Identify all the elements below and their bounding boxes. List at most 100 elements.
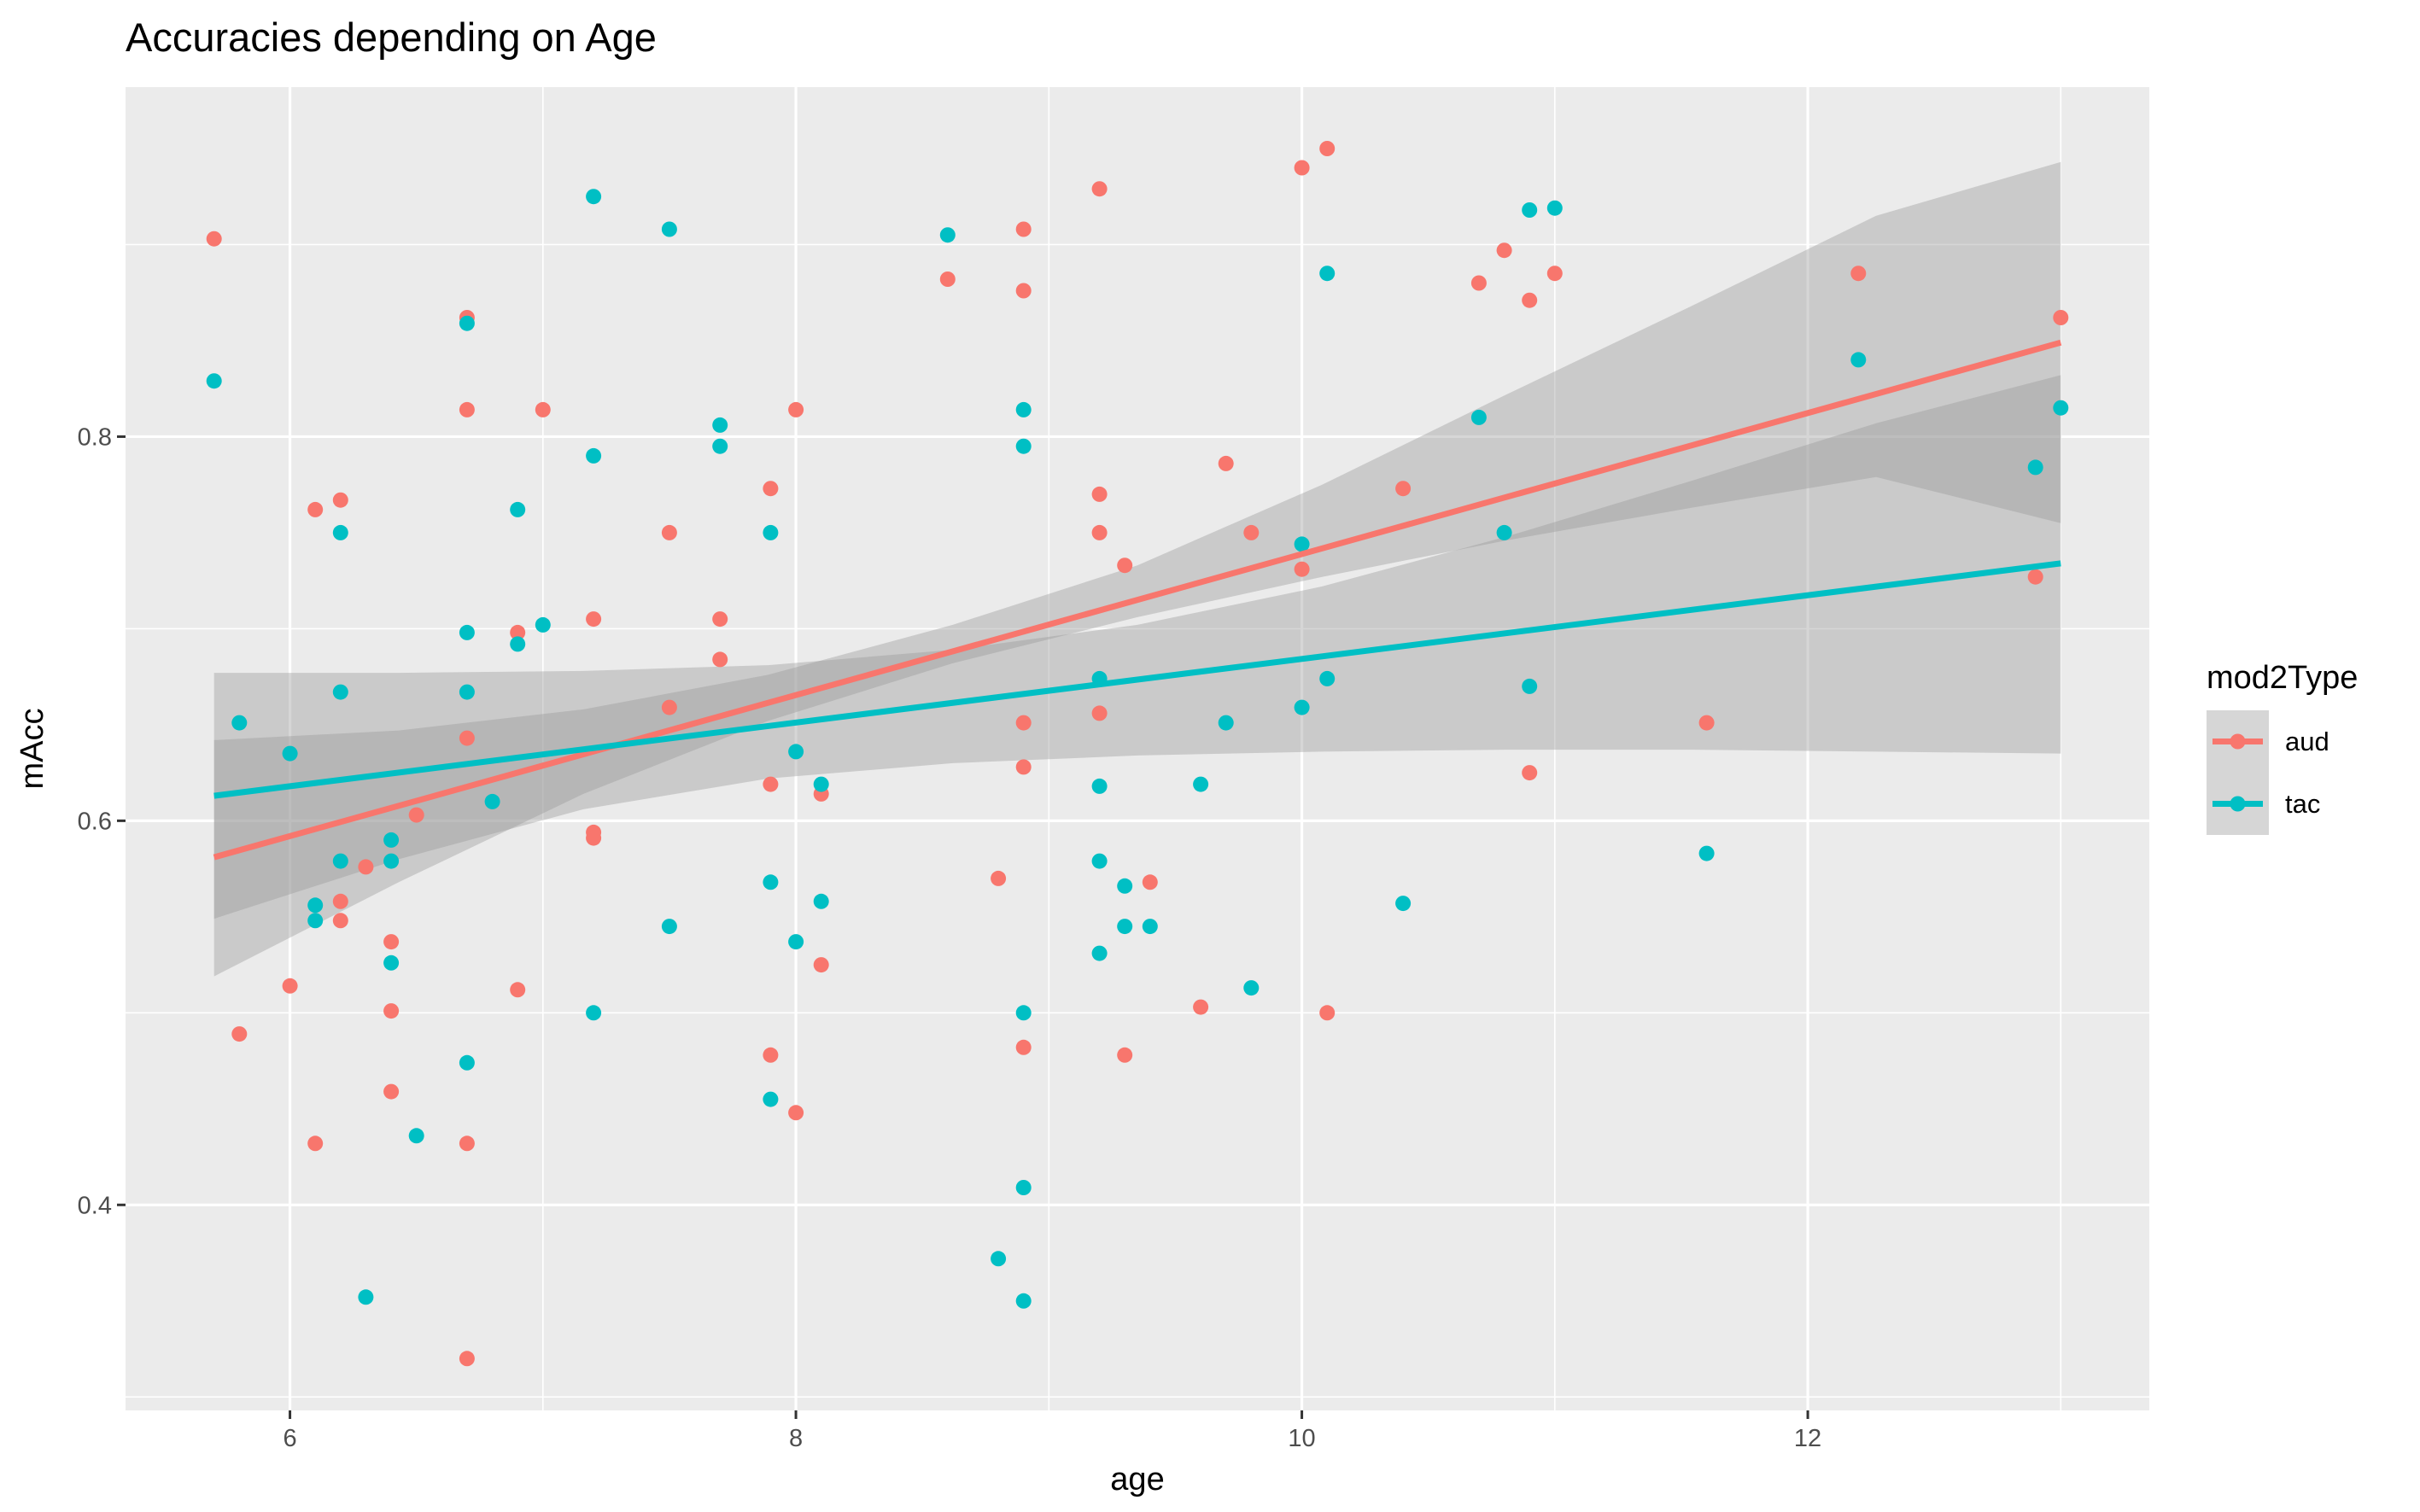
point-aud-43 — [1091, 486, 1108, 502]
point-aud-56 — [1395, 481, 1412, 497]
point-aud-65 — [2053, 310, 2069, 325]
point-tac-7 — [332, 853, 348, 869]
point-aud-15 — [459, 730, 475, 746]
point-aud-25 — [661, 699, 677, 715]
point-aud-19 — [510, 982, 526, 998]
point-tac-60 — [1522, 678, 1538, 694]
point-aud-38 — [1015, 283, 1032, 299]
point-tac-51 — [1243, 980, 1260, 996]
y-axis-title: mAcc — [15, 709, 50, 790]
point-aud-24 — [661, 524, 677, 540]
point-tac-3 — [307, 897, 324, 914]
point-aud-16 — [459, 1135, 475, 1152]
point-tac-52 — [1294, 536, 1310, 552]
point-tac-33 — [813, 776, 829, 792]
point-tac-56 — [1395, 896, 1412, 912]
fit-line-aud — [213, 339, 2062, 861]
point-aud-3 — [307, 501, 324, 517]
point-tac-44 — [1091, 853, 1108, 869]
point-tac-16 — [459, 1054, 475, 1071]
point-aud-34 — [813, 957, 829, 973]
point-aud-53 — [1294, 561, 1310, 577]
point-tac-38 — [1015, 438, 1032, 454]
point-aud-9 — [383, 934, 400, 950]
point-tac-45 — [1091, 945, 1108, 961]
point-aud-4 — [307, 1135, 324, 1152]
point-tac-34 — [813, 893, 829, 909]
legend: mod2Type aud tac — [2207, 660, 2358, 835]
y-tick-label-1: 0.6 — [78, 808, 112, 835]
x-tick-label-3: 12 — [1794, 1425, 1821, 1452]
point-tac-10 — [383, 853, 400, 869]
point-aud-45 — [1091, 705, 1108, 721]
ribbon-aud — [213, 161, 2061, 977]
grid-minor — [126, 87, 2149, 1410]
point-tac-2 — [282, 745, 298, 762]
legend-label-aud: aud — [2285, 727, 2329, 756]
point-aud-28 — [763, 481, 779, 497]
point-aud-1 — [231, 1026, 248, 1042]
x-axis-title: age — [1110, 1462, 1164, 1497]
point-tac-28 — [763, 524, 779, 540]
point-tac-25 — [661, 919, 677, 935]
axes: 6 8 10 12 0.4 0.6 0.8 — [78, 423, 1822, 1452]
point-tac-31 — [788, 744, 804, 760]
point-tac-1 — [231, 715, 248, 731]
point-aud-48 — [1142, 874, 1158, 890]
data-points — [206, 141, 2069, 1367]
legend-title: mod2Type — [2207, 660, 2358, 696]
point-aud-46 — [1117, 558, 1133, 574]
point-aud-49 — [1193, 999, 1209, 1015]
point-aud-32 — [788, 1105, 804, 1121]
confidence-ribbons — [213, 161, 2061, 977]
point-tac-29 — [763, 874, 779, 890]
point-aud-40 — [1015, 759, 1032, 775]
point-aud-11 — [383, 1083, 400, 1100]
point-tac-5 — [332, 524, 348, 540]
point-aud-47 — [1117, 1047, 1133, 1063]
x-tick-label-0: 6 — [283, 1425, 296, 1452]
point-tac-12 — [408, 1128, 424, 1144]
point-aud-60 — [1522, 765, 1538, 781]
point-aud-30 — [763, 1047, 779, 1063]
point-aud-62 — [1698, 715, 1715, 731]
point-tac-43 — [1091, 778, 1108, 794]
point-aud-5 — [332, 492, 348, 508]
point-tac-20 — [535, 616, 551, 633]
point-tac-22 — [586, 447, 602, 464]
point-aud-21 — [586, 611, 602, 628]
point-aud-27 — [712, 651, 728, 668]
point-aud-39 — [1015, 715, 1032, 731]
point-tac-9 — [383, 832, 400, 848]
point-tac-48 — [1142, 919, 1158, 935]
point-tac-8 — [358, 1289, 374, 1305]
point-aud-54 — [1319, 141, 1336, 156]
point-aud-29 — [763, 776, 779, 792]
point-tac-35 — [939, 227, 956, 243]
point-aud-12 — [408, 807, 424, 823]
point-aud-51 — [1243, 524, 1260, 540]
point-aud-31 — [788, 401, 804, 417]
y-tick-label-2: 0.8 — [78, 423, 112, 451]
point-aud-8 — [358, 859, 374, 875]
point-tac-21 — [586, 189, 602, 205]
point-tac-30 — [763, 1091, 779, 1107]
point-aud-10 — [383, 1003, 400, 1019]
point-aud-42 — [1091, 181, 1108, 197]
point-aud-55 — [1319, 1005, 1336, 1021]
point-tac-53 — [1294, 699, 1310, 715]
x-tick-label-2: 10 — [1288, 1425, 1315, 1452]
point-aud-57 — [1470, 275, 1487, 291]
point-tac-50 — [1218, 715, 1234, 731]
fit-lines — [213, 339, 2062, 861]
point-aud-20 — [535, 401, 551, 417]
point-tac-46 — [1117, 878, 1133, 894]
legend-key-point-aud — [2230, 733, 2246, 750]
point-aud-6 — [332, 893, 348, 909]
point-tac-58 — [1496, 524, 1512, 540]
point-aud-41 — [1015, 1039, 1032, 1055]
point-tac-14 — [459, 624, 475, 640]
point-tac-55 — [1319, 670, 1336, 686]
point-tac-62 — [1698, 845, 1715, 861]
